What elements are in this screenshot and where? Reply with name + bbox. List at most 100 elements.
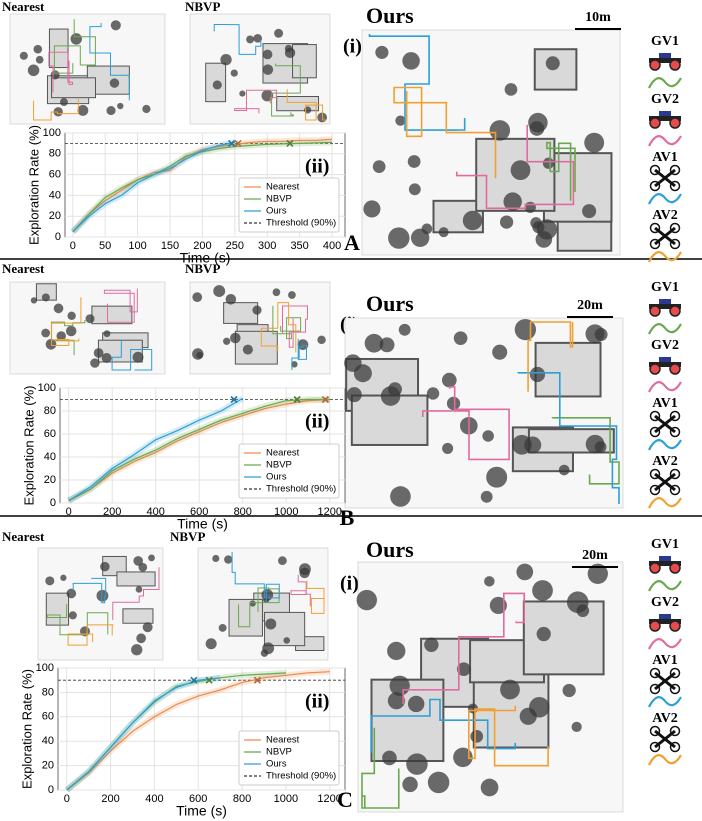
tree <box>379 337 395 353</box>
robot-trajectory-swatch <box>648 497 682 509</box>
vehicle-body <box>649 362 681 367</box>
x-tick-label: 600 <box>189 793 207 805</box>
vehicle-top <box>659 53 671 58</box>
robot-trajectory <box>306 580 325 614</box>
vehicle-body <box>649 304 681 309</box>
robot-trajectory <box>234 89 277 114</box>
tree <box>77 104 89 116</box>
x-tick-label: 350 <box>290 240 308 252</box>
series-line <box>66 671 330 791</box>
tree <box>230 69 238 77</box>
tree <box>53 107 63 117</box>
tree <box>262 49 273 60</box>
tree <box>500 679 520 700</box>
rotor <box>649 683 661 695</box>
tree <box>363 200 381 218</box>
vehicle-body <box>649 116 681 121</box>
y-tick-label: 60 <box>49 169 61 181</box>
threshold-crossing <box>321 395 329 404</box>
tree <box>504 83 518 96</box>
tree <box>594 441 607 453</box>
legend-label: Threshold (90%) <box>266 484 336 495</box>
tree <box>110 20 121 31</box>
tree <box>510 160 531 180</box>
y-tick-label: 100 <box>36 662 54 674</box>
tree <box>421 223 433 235</box>
tree <box>594 328 608 341</box>
tree <box>424 637 439 652</box>
wheel <box>669 59 681 71</box>
map-title: NBVP <box>170 529 205 544</box>
y-tick-label: 100 <box>38 382 56 394</box>
robot-name: GV2 <box>651 595 679 610</box>
robot-trajectory <box>271 63 301 117</box>
robot-trajectory-swatch <box>648 135 682 147</box>
building <box>51 77 96 99</box>
tree <box>441 372 457 388</box>
x-tick-label: 800 <box>233 793 251 805</box>
wheel <box>649 620 661 632</box>
tree <box>457 662 471 676</box>
robot-name: AV1 <box>652 396 677 411</box>
rotor <box>669 164 681 176</box>
robot-trajectory <box>272 305 302 340</box>
robot-trajectory <box>231 552 280 602</box>
robot-trajectory <box>282 305 308 348</box>
main-map-title: Ours <box>366 291 414 316</box>
legend-box <box>238 730 340 786</box>
panel-letter: C <box>337 787 353 812</box>
aerial-vehicle-icon <box>649 410 681 438</box>
panel-letter: A <box>344 230 360 255</box>
robot-trajectory-swatch <box>648 696 682 708</box>
legend-label: Nearest <box>266 182 300 193</box>
tree <box>387 692 405 710</box>
rotor <box>669 484 681 496</box>
tree <box>132 351 144 363</box>
tree <box>536 219 558 240</box>
tree <box>56 331 66 341</box>
main-map <box>344 317 624 509</box>
tree <box>442 442 454 454</box>
y-axis-label: Exploration Rate (%) <box>26 125 41 245</box>
tree <box>519 707 537 725</box>
rotor <box>649 484 661 496</box>
x-axis-label: Time (s) <box>176 803 227 819</box>
robot-trajectory <box>89 23 130 101</box>
robot-trajectory <box>72 577 107 604</box>
robot-trajectory <box>48 51 73 93</box>
x-axis-label: Time (s) <box>177 516 228 532</box>
robot-name: GV2 <box>651 92 679 107</box>
tree <box>398 323 411 336</box>
x-tick-label: 0 <box>64 793 70 805</box>
y-axis-label: Exploration Rate (%) <box>21 386 36 506</box>
legend-label: Nearest <box>266 735 300 746</box>
tree <box>480 490 493 503</box>
tree <box>109 78 120 88</box>
rotor <box>649 426 661 438</box>
threshold-crossing <box>234 139 242 147</box>
rotor <box>669 667 681 679</box>
legend-label: NBVP <box>266 460 292 471</box>
tree <box>427 771 450 794</box>
ground-vehicle-icon <box>649 111 681 129</box>
tree <box>218 623 227 632</box>
tree <box>142 622 153 633</box>
series-line <box>68 397 244 502</box>
robot-trajectory <box>67 624 114 646</box>
tree <box>192 348 204 360</box>
tree <box>390 486 411 507</box>
tree <box>41 328 51 338</box>
rotor <box>669 222 681 234</box>
wheel <box>649 363 661 375</box>
legend-label: Ours <box>266 759 287 770</box>
y-tick-label: 20 <box>44 474 56 486</box>
y-tick-label: 60 <box>42 711 54 723</box>
tree <box>542 157 555 169</box>
robot-name: AV2 <box>652 711 677 726</box>
map-title: Nearest <box>2 261 45 276</box>
tree <box>131 644 143 656</box>
robot-trajectory <box>456 124 575 210</box>
robot-trajectory <box>103 288 138 323</box>
robot-name: GV1 <box>651 537 679 552</box>
